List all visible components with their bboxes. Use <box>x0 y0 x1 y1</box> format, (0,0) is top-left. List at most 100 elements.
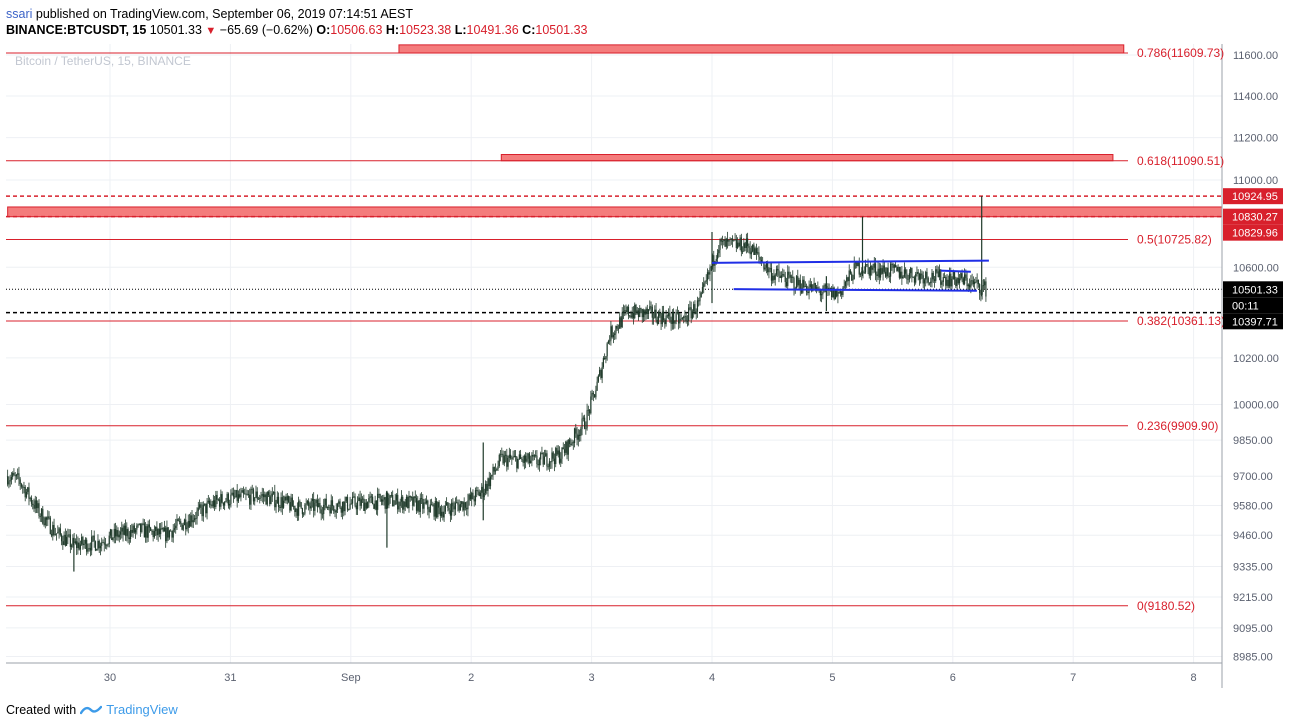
candle-body <box>878 268 880 278</box>
candle-body <box>926 271 928 278</box>
candle-body <box>33 505 35 509</box>
candle-body <box>72 538 74 546</box>
candle-body <box>183 519 186 526</box>
candle-body <box>34 500 36 509</box>
candle-body <box>848 270 850 282</box>
candle-body <box>931 272 933 282</box>
candle-body <box>14 475 16 477</box>
candle-body <box>78 542 80 550</box>
resistance-zone <box>7 206 1223 218</box>
candle-body <box>271 493 273 497</box>
candle-body <box>889 263 892 277</box>
candle-body <box>390 494 393 496</box>
candle-body <box>962 278 964 284</box>
price-tag-bg <box>1223 208 1283 225</box>
candle-body <box>19 479 21 484</box>
tradingview-brand[interactable]: TradingView <box>106 702 178 717</box>
candle-body <box>689 307 691 309</box>
candle-body <box>577 434 579 440</box>
candle-body <box>458 504 460 511</box>
candle-body <box>219 499 221 507</box>
candle-body <box>789 274 791 278</box>
candle-body <box>414 496 416 499</box>
candle-body <box>827 287 829 290</box>
candle-body <box>788 271 790 275</box>
candle-body <box>571 442 573 445</box>
candle-body <box>516 456 518 469</box>
down-arrow-icon: ▼ <box>205 25 217 37</box>
candle-body <box>478 491 480 497</box>
candle-body <box>925 271 927 280</box>
candle-body <box>675 312 677 322</box>
candle-body <box>630 315 632 318</box>
footer: Created with TradingView <box>6 702 178 717</box>
candle-body <box>17 473 19 475</box>
candle-body <box>101 542 103 546</box>
trend-line[interactable] <box>940 269 971 273</box>
candle-body <box>190 515 192 527</box>
candle-body <box>60 534 63 542</box>
candle-body <box>861 271 863 275</box>
x-tick-label: 7 <box>1070 672 1076 684</box>
candle-body <box>940 269 942 285</box>
candle-body <box>859 274 862 275</box>
candle-body <box>802 279 804 293</box>
price-tag-label: 10924.95 <box>1232 191 1278 203</box>
candle-body <box>668 312 670 317</box>
trend-line[interactable] <box>711 259 989 264</box>
candle-body <box>294 506 296 513</box>
candle-body <box>398 505 400 510</box>
candle-body <box>387 492 389 506</box>
x-tick-label: 4 <box>709 672 715 684</box>
candle-body <box>315 499 317 503</box>
candle-body <box>548 461 551 467</box>
trend-line[interactable] <box>733 288 977 292</box>
time-axis[interactable]: 30 31 Sep 2 3 4 5 6 7 8 <box>104 672 1197 684</box>
candle-body <box>417 500 419 511</box>
candle-body <box>203 503 206 505</box>
candle-body <box>25 491 28 498</box>
candle-body <box>917 272 919 274</box>
candle-body <box>29 497 31 499</box>
candle-body <box>960 273 962 279</box>
author-link[interactable]: ssari <box>6 7 33 21</box>
candle-body <box>221 494 223 503</box>
candle-body <box>349 503 351 509</box>
candle-body <box>654 309 656 318</box>
candle-body <box>498 454 500 467</box>
candle-body <box>592 392 594 395</box>
candle-body <box>662 311 665 320</box>
candle-body <box>614 333 616 335</box>
candle-body <box>245 493 247 495</box>
candle-body <box>804 286 806 288</box>
trend-lines[interactable] <box>711 259 989 292</box>
candle-body <box>12 473 14 478</box>
candle-body <box>793 277 795 290</box>
candle-body <box>670 320 672 324</box>
candle-body <box>767 262 769 273</box>
candle-body <box>688 307 690 322</box>
candle-body <box>708 272 710 275</box>
fib-label: 0.5(10725.82) <box>1137 232 1212 246</box>
candle-body <box>699 297 701 302</box>
candle-body <box>884 271 887 277</box>
candle-body <box>275 503 277 508</box>
candle-body <box>403 501 405 510</box>
candle-body <box>538 459 541 466</box>
candle-body <box>37 503 39 509</box>
candle-body <box>572 442 574 444</box>
candle-body <box>882 265 884 274</box>
candle-body <box>969 284 971 288</box>
candle-body <box>180 521 182 524</box>
candle-body <box>266 491 268 505</box>
candle-body <box>20 483 23 487</box>
candle-body <box>715 258 717 262</box>
candle-body <box>122 527 124 535</box>
candle-body <box>897 266 899 271</box>
candle-body <box>797 276 799 286</box>
price-axis[interactable]: 11600.00 11400.00 11200.00 11000.00 10600.00… <box>1233 50 1279 664</box>
candle-body <box>272 491 275 494</box>
candle-body <box>369 496 371 498</box>
candle-body <box>477 490 479 492</box>
